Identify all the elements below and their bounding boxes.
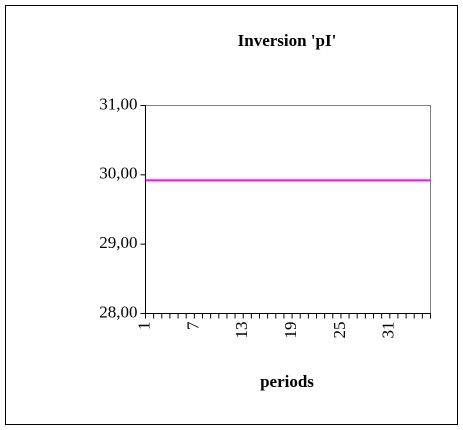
x-tick-label: 13 [232,322,251,339]
x-tick-label: 7 [183,321,202,330]
x-tick-label: 1 [134,322,153,331]
x-tick-label: 19 [281,322,300,339]
x-axis-label: periods [260,372,314,391]
y-tick-label: 31,00 [99,94,137,113]
y-tick-label: 30,00 [99,164,137,183]
y-tick-label: 28,00 [99,302,137,321]
x-tick-label: 25 [330,322,349,339]
x-tick-label: 31 [379,322,398,339]
chart-border [5,5,458,425]
chart-title: Inversion 'pI' [238,31,337,50]
y-tick-label: 29,00 [99,233,137,252]
